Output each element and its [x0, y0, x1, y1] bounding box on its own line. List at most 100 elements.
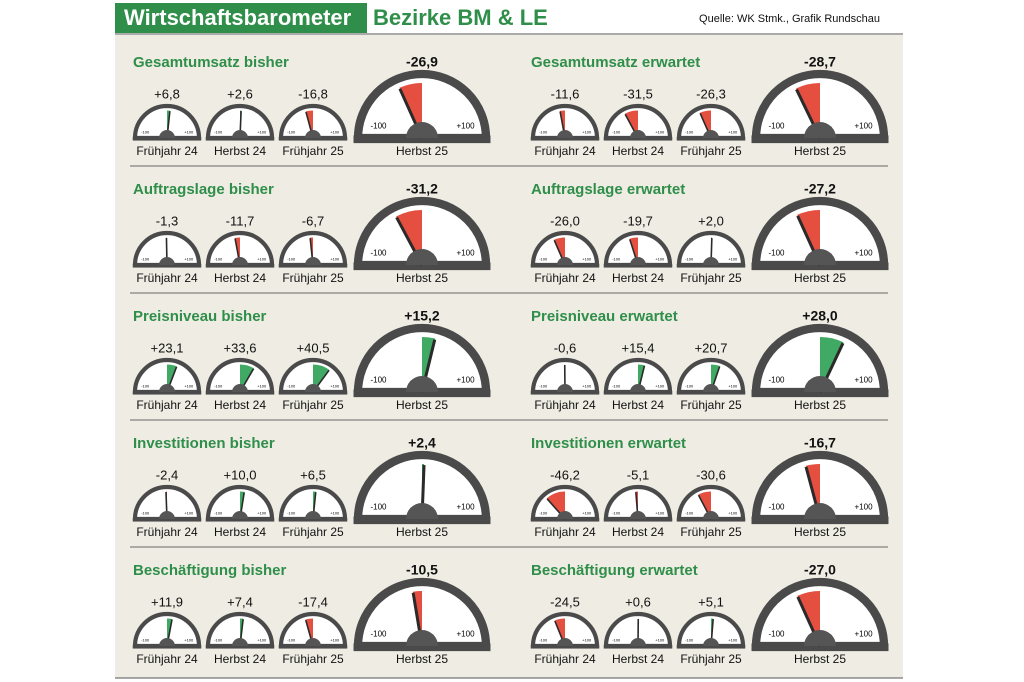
gauge-tick-label: -100	[141, 129, 150, 134]
gauge-hub	[557, 638, 573, 646]
panel-title: Preisniveau erwartet	[531, 308, 678, 325]
gauge-hub	[703, 130, 719, 138]
value-label: +40,5	[297, 340, 330, 355]
gauge-tick-label: +100	[655, 510, 665, 515]
title: Wirtschaftsbarometer	[124, 5, 352, 30]
gauge-base	[676, 390, 746, 395]
value-label: +5,1	[698, 594, 724, 609]
gauge-tick-label: -100	[214, 256, 223, 261]
gauge-tick-label: +100	[184, 129, 194, 134]
value-label: -30,6	[696, 467, 726, 482]
panel-title: Gesamtumsatz erwartet	[531, 54, 700, 71]
gauge-base	[751, 389, 889, 398]
gauge-wedge	[546, 491, 565, 519]
source: Quelle: WK Stmk., Grafik Rundschau	[699, 13, 880, 25]
category-label: Herbst 24	[214, 652, 266, 666]
big-value-label: -28,7	[804, 54, 836, 70]
gauge-tick-label: -100	[141, 510, 150, 515]
value-label: -26,0	[550, 213, 580, 228]
gauge-hub	[232, 257, 248, 265]
gauge-tick-label: -100	[539, 637, 548, 642]
gauge-hub	[804, 630, 836, 646]
gauge-base	[530, 644, 600, 649]
gauge-base	[278, 517, 348, 522]
gauge-hub	[557, 511, 573, 519]
category-label: Herbst 24	[214, 525, 266, 539]
value-label: +20,7	[695, 340, 728, 355]
gauge-tick-label: -100	[685, 637, 694, 642]
value-label: +6,5	[300, 467, 326, 482]
category-label: Frühjahr 25	[680, 525, 742, 539]
value-label: -1,3	[156, 213, 178, 228]
panel-title: Investitionen erwartet	[531, 435, 686, 452]
value-label: +11,9	[151, 594, 183, 609]
gauge-tick-label: +100	[457, 122, 476, 131]
big-value-label: -31,2	[406, 181, 438, 197]
gauge-tick-label: +100	[855, 630, 874, 639]
panel-title: Preisniveau bisher	[133, 308, 267, 325]
gauge-tick-label: -100	[685, 510, 694, 515]
gauge-base	[530, 517, 600, 522]
gauge-hub	[232, 638, 248, 646]
gauge-tick-label: +100	[855, 376, 874, 385]
panel-title: Investitionen bisher	[133, 435, 275, 452]
gauge-hub	[557, 257, 573, 265]
category-label: Frühjahr 25	[282, 271, 344, 285]
gauge-tick-label: +100	[257, 256, 267, 261]
gauge-tick-label: -100	[612, 510, 621, 515]
gauge-base	[603, 390, 673, 395]
gauge-base	[132, 136, 202, 141]
gauge-hub	[804, 503, 836, 519]
value-label: -11,7	[226, 213, 255, 228]
gauge-base	[603, 263, 673, 268]
gauge-hub	[804, 249, 836, 265]
gauge-base	[676, 644, 746, 649]
gauge-base	[603, 644, 673, 649]
gauge-base	[205, 517, 275, 522]
category-label: Herbst 25	[396, 271, 448, 285]
gauge-tick-label: -100	[685, 129, 694, 134]
title-box	[115, 3, 367, 33]
gauge-tick-label: -100	[141, 256, 150, 261]
category-label: Frühjahr 24	[534, 271, 596, 285]
gauge-tick-label: +100	[257, 637, 267, 642]
gauge-tick-label: +100	[257, 383, 267, 388]
gauge-tick-label: -100	[539, 129, 548, 134]
gauge-base	[278, 644, 348, 649]
big-value-label: +28,0	[802, 308, 838, 324]
gauge-tick-label: -100	[685, 256, 694, 261]
gauge-tick-label: -100	[685, 383, 694, 388]
gauge-hub	[630, 638, 646, 646]
big-value-label: -10,5	[406, 562, 438, 578]
gauge-tick-label: -100	[214, 637, 223, 642]
gauge-base	[132, 390, 202, 395]
gauge-tick-label: +100	[582, 129, 592, 134]
gauge-hub	[406, 376, 438, 392]
gauge-tick-label: +100	[330, 510, 340, 515]
gauge-tick-label: -100	[539, 256, 548, 261]
gauge-tick-label: +100	[457, 376, 476, 385]
gauge-tick-label: +100	[728, 637, 738, 642]
gauge-base	[676, 517, 746, 522]
gauge-base	[530, 263, 600, 268]
gauge-tick-label: -100	[612, 637, 621, 642]
category-label: Frühjahr 24	[534, 525, 596, 539]
category-label: Frühjahr 25	[680, 652, 742, 666]
gauge-base	[353, 262, 491, 271]
category-label: Herbst 25	[794, 525, 846, 539]
gauge-tick-label: -100	[370, 630, 387, 639]
gauge-tick-label: +100	[728, 256, 738, 261]
gauge-tick-label: -100	[214, 129, 223, 134]
value-label: +15,4	[622, 340, 655, 355]
gauge-tick-label: -100	[214, 383, 223, 388]
category-label: Herbst 24	[214, 144, 266, 158]
category-label: Herbst 24	[612, 652, 664, 666]
gauge-tick-label: -100	[768, 503, 785, 512]
gauge-tick-label: +100	[257, 510, 267, 515]
gauge-tick-label: -100	[287, 129, 296, 134]
category-label: Herbst 25	[396, 652, 448, 666]
gauge-tick-label: -100	[539, 383, 548, 388]
gauge-tick-label: -100	[370, 503, 387, 512]
gauge-tick-label: +100	[184, 256, 194, 261]
category-label: Herbst 24	[612, 398, 664, 412]
